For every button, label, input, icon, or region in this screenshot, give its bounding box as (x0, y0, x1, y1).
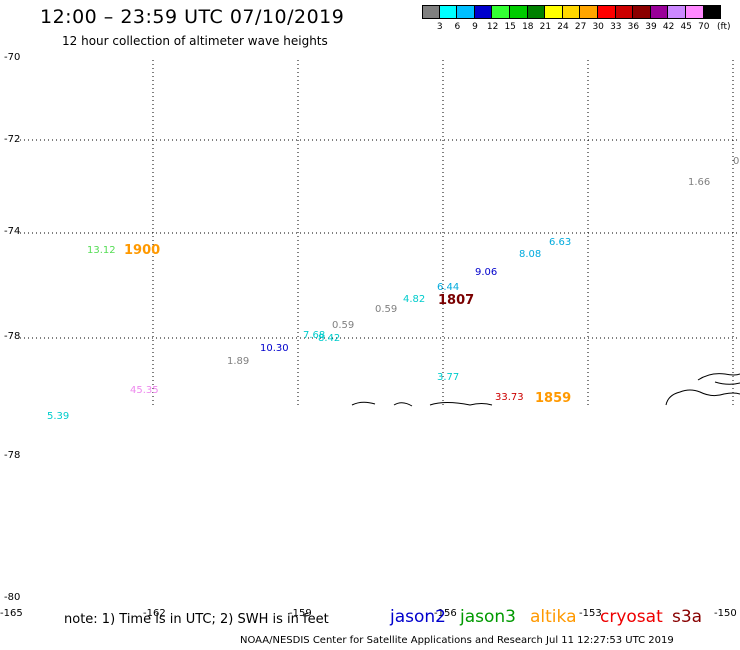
footer-credit: NOAA/NESDIS Center for Satellite Applica… (240, 635, 674, 646)
coastline (665, 389, 740, 406)
lat-label: -72 (4, 134, 21, 145)
satellite-legend-jason2: jason2 (390, 607, 446, 627)
color-scale-swatch (474, 5, 493, 19)
lon-label: -153 (579, 608, 602, 619)
color-scale-label: 18 (522, 22, 534, 32)
color-scale-label: 33 (610, 22, 622, 32)
wave-height-label: 1.89 (227, 356, 250, 367)
color-scale-label: 45 (680, 22, 692, 32)
wave-height-label: 4.82 (403, 294, 426, 305)
color-scale-label: 42 (662, 22, 675, 32)
wave-height-label: 5.39 (47, 411, 70, 422)
wave-height-label: 0 (733, 156, 740, 167)
satellite-legend-s3a: s3a (672, 607, 703, 627)
lat-label: -70 (4, 52, 21, 63)
satellite-legend-jason3: jason3 (460, 607, 516, 627)
lon-label: -165 (0, 608, 23, 619)
color-scale-label: 21 (539, 22, 552, 32)
map-subtitle: 12 hour collection of altimeter wave hei… (62, 34, 328, 48)
wave-height-label: 6.63 (549, 237, 572, 248)
color-scale-swatch (492, 5, 510, 19)
lat-label: -78 (4, 450, 21, 461)
color-scale-swatch (545, 5, 563, 19)
color-scale-unit: (ft) (717, 22, 731, 32)
wave-height-label: 3.77 (437, 372, 460, 383)
color-scale-swatch (527, 5, 546, 19)
wave-height-label: 7.68 (303, 330, 326, 341)
color-scale-swatch (668, 5, 686, 19)
satellite-legend-altika: altika (530, 607, 577, 627)
wave-height-label: 33.73 (495, 392, 524, 403)
color-scale-label: 70 (698, 22, 710, 32)
color-scale-label: 36 (627, 22, 640, 32)
color-scale-swatch (703, 5, 722, 19)
lat-label: -74 (4, 226, 21, 237)
satellite-legend-cryosat: cryosat (600, 607, 663, 627)
wave-height-label: 0.59 (375, 304, 398, 315)
color-scale-swatch (562, 5, 581, 19)
footnote: note: 1) Time is in UTC; 2) SWH is in fe… (64, 612, 329, 627)
lon-label: -150 (714, 608, 737, 619)
color-scale-swatch (650, 5, 669, 19)
wave-height-label: 10.30 (260, 343, 289, 354)
color-scale-label: 12 (486, 22, 499, 32)
color-scale-swatch (509, 5, 528, 19)
color-scale (422, 5, 722, 19)
color-scale-swatch (422, 5, 440, 19)
pass-time-label: 1807 (438, 293, 475, 308)
wave-height-label: 45.35 (130, 385, 159, 396)
color-scale-label: 6 (454, 22, 461, 32)
wave-height-label: 9.06 (475, 267, 498, 278)
color-scale-label: 24 (557, 22, 569, 32)
lat-label: -80 (4, 592, 21, 603)
color-scale-swatch (685, 5, 704, 19)
color-scale-label: 30 (592, 22, 604, 32)
color-scale-label: 15 (504, 22, 516, 32)
lon-label: -162 (143, 608, 166, 619)
color-scale-swatch (597, 5, 616, 19)
lon-label: -159 (289, 608, 312, 619)
wave-height-label: 13.12 (87, 245, 116, 256)
color-scale-swatch (580, 5, 598, 19)
color-scale-label: 3 (436, 22, 443, 32)
wave-height-label: 1.66 (688, 177, 711, 188)
coastline (714, 381, 740, 385)
coastline (351, 401, 493, 407)
color-scale-swatch (457, 5, 475, 19)
wave-height-label: 8.08 (519, 249, 542, 260)
wave-height-label: 6.44 (437, 282, 460, 293)
color-scale-labels: 3 6 9 12 15 18 21 24 27 30 33 36 39 42 45 70 (422, 22, 740, 36)
color-scale-label: 9 (472, 22, 478, 32)
wave-height-label: 0.59 (332, 320, 355, 331)
color-scale-swatch (615, 5, 634, 19)
lon-label: -156 (434, 608, 457, 619)
color-scale-label: 39 (645, 22, 657, 32)
color-scale-swatch (633, 5, 651, 19)
map-title: 12:00 – 23:59 UTC 07/10/2019 (40, 6, 345, 28)
coastline (697, 373, 740, 381)
lat-label: -78 (4, 331, 21, 342)
color-scale-label: 27 (574, 22, 587, 32)
color-scale-swatch (439, 5, 458, 19)
pass-time-label: 1859 (535, 391, 572, 406)
pass-time-label: 1900 (124, 243, 161, 258)
wave-height-label: 8.42 (318, 333, 341, 344)
